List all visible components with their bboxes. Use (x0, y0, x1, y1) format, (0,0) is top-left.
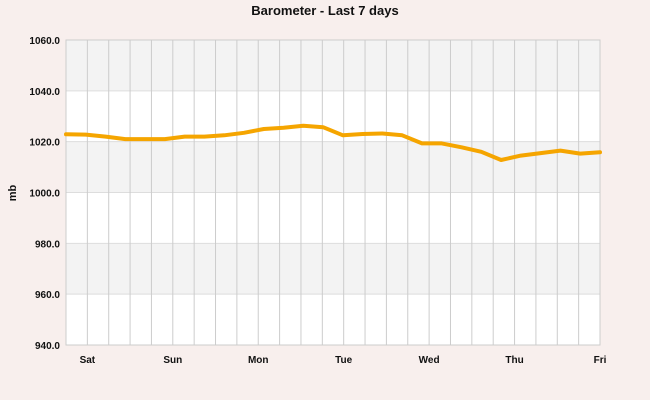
vertical-gridlines (65, 39, 601, 346)
x-tick-label: Thu (505, 355, 523, 366)
x-tick-label: Wed (419, 355, 440, 366)
y-tick-label: 1020.0 (29, 138, 60, 149)
barometer-series-line (64, 123, 602, 162)
y-tick-label: 1040.0 (29, 87, 60, 98)
x-tick-label: Fri (594, 355, 607, 366)
y-tick-label: 1060.0 (29, 36, 60, 47)
plot-band (66, 243, 600, 295)
y-axis-ticks: 940.0 960.0 980.0 1000.0 1020.0 1040.0 1060.0 (29, 36, 60, 352)
plot-band (66, 141, 600, 193)
series-layer (64, 123, 602, 162)
x-tick-label: Sun (163, 355, 182, 366)
chart-title: Barometer - Last 7 days (251, 3, 398, 18)
y-tick-label: 980.0 (35, 239, 60, 250)
x-axis-ticks: Sat Sun Mon Tue Wed Thu Fri (80, 355, 607, 366)
plot-band (66, 192, 600, 244)
y-tick-label: 940.0 (35, 341, 60, 352)
x-tick-label: Mon (248, 355, 269, 366)
y-axis-label: mb (7, 184, 19, 201)
y-tick-label: 960.0 (35, 290, 60, 301)
x-tick-label: Tue (335, 355, 352, 366)
plot-border (65, 39, 601, 346)
plot-band (66, 294, 600, 345)
plot-area (66, 39, 600, 346)
y-tick-label: 1000.0 (29, 189, 60, 200)
x-tick-label: Sat (80, 355, 96, 366)
plot-band (66, 90, 600, 142)
plot-band (66, 40, 600, 91)
